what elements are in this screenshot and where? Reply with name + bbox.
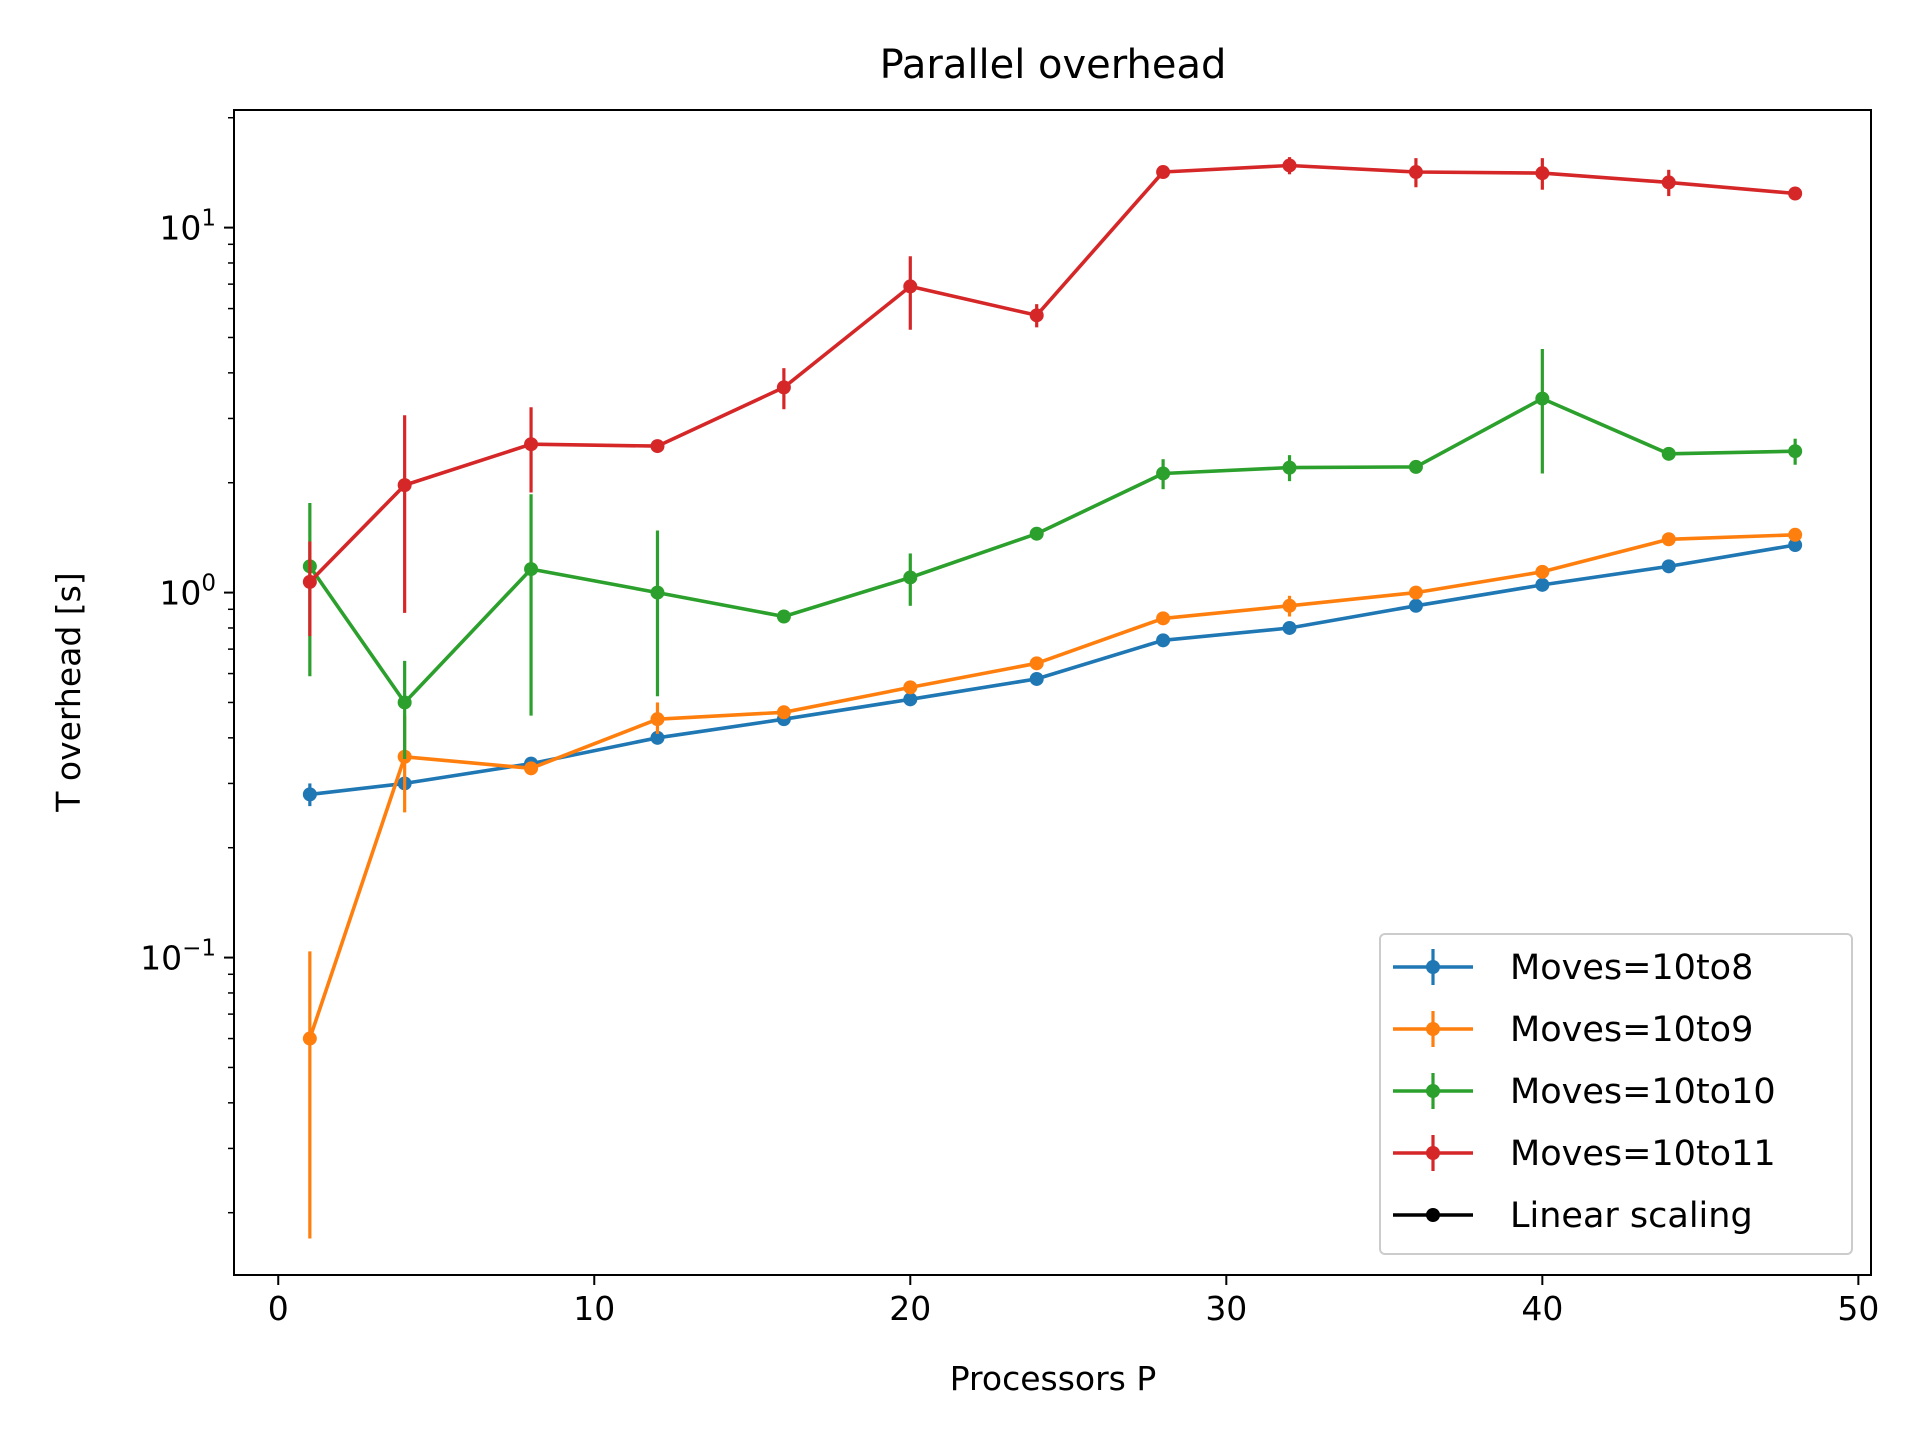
- data-point: [1156, 466, 1171, 481]
- legend-box: [1379, 933, 1853, 1255]
- data-point: [776, 705, 791, 720]
- data-point: [1408, 459, 1423, 474]
- legend-item: Moves=10to10: [1393, 1072, 1776, 1112]
- data-point: [302, 787, 317, 802]
- data-point: [1156, 633, 1171, 648]
- data-point: [650, 730, 665, 745]
- data-point: [1029, 656, 1044, 671]
- y-tick-label: 100: [159, 571, 216, 613]
- x-tick-label: 40: [1521, 1289, 1563, 1328]
- data-point: [1282, 460, 1297, 475]
- legend-marker: [1426, 960, 1440, 974]
- legend-marker: [1426, 1084, 1440, 1098]
- data-point: [397, 695, 412, 710]
- data-point: [1029, 308, 1044, 323]
- legend-marker: [1426, 1208, 1440, 1222]
- data-point: [1661, 446, 1676, 461]
- x-tick-label: 50: [1837, 1289, 1879, 1328]
- data-point: [1156, 611, 1171, 626]
- data-point: [397, 478, 412, 493]
- data-point: [1156, 165, 1171, 180]
- chart-title: Parallel overhead: [880, 42, 1227, 88]
- data-point: [1788, 186, 1803, 201]
- x-axis-label: Processors P: [950, 1359, 1157, 1398]
- data-point: [903, 279, 918, 294]
- data-point: [1408, 585, 1423, 600]
- data-point: [524, 437, 539, 452]
- data-point: [776, 380, 791, 395]
- data-point: [1408, 165, 1423, 180]
- legend-label: Moves=10to9: [1510, 1010, 1753, 1050]
- data-point: [302, 574, 317, 589]
- data-point: [1029, 671, 1044, 686]
- legend-item: Moves=10to11: [1393, 1134, 1776, 1174]
- legend-label: Moves=10to8: [1510, 948, 1753, 988]
- data-point: [650, 712, 665, 727]
- data-point: [903, 570, 918, 585]
- plot-area: [302, 157, 1803, 1239]
- data-point: [1535, 166, 1550, 181]
- data-point: [903, 680, 918, 695]
- data-point: [1535, 391, 1550, 406]
- data-point: [1408, 598, 1423, 613]
- legend-label: Linear scaling: [1510, 1196, 1753, 1236]
- data-point: [1535, 564, 1550, 579]
- data-point: [524, 562, 539, 577]
- data-point: [1282, 158, 1297, 173]
- data-point: [650, 585, 665, 600]
- data-point: [302, 1031, 317, 1046]
- legend-label: Moves=10to11: [1510, 1134, 1776, 1174]
- x-tick-label: 20: [889, 1289, 931, 1328]
- axes-frame: [233, 109, 1872, 1276]
- data-point: [1788, 538, 1803, 553]
- data-point: [1661, 175, 1676, 190]
- series-Moves=10to11: [302, 157, 1803, 637]
- data-point: [1282, 620, 1297, 635]
- data-point: [903, 692, 918, 707]
- data-point: [650, 439, 665, 454]
- legend-label: Moves=10to10: [1510, 1072, 1776, 1112]
- series-Moves=10to9: [302, 527, 1803, 1239]
- series-Moves=10to10: [302, 348, 1803, 760]
- y-tick-label: 101: [159, 206, 216, 248]
- legend-marker: [1426, 1022, 1440, 1036]
- y-axis-label: T overhead [s]: [49, 572, 88, 812]
- x-tick-label: 30: [1205, 1289, 1247, 1328]
- data-point: [1661, 559, 1676, 574]
- legend-item: Linear scaling: [1393, 1196, 1753, 1236]
- legend-marker: [1426, 1146, 1440, 1160]
- y-tick-label: 10−1: [140, 936, 216, 978]
- data-point: [1282, 598, 1297, 613]
- data-point: [1788, 527, 1803, 542]
- legend-item: Moves=10to9: [1393, 1010, 1753, 1050]
- data-point: [524, 761, 539, 776]
- data-point: [776, 609, 791, 624]
- x-tick-label: 10: [573, 1289, 615, 1328]
- data-point: [1661, 532, 1676, 547]
- data-point: [1788, 444, 1803, 459]
- axes: 0 10 20 30 40 50 10−1 100 101: [140, 116, 1879, 1328]
- x-tick-label: 0: [268, 1289, 289, 1328]
- legend-item: Moves=10to8: [1393, 948, 1753, 988]
- data-point: [1029, 526, 1044, 541]
- legend: Moves=10to8 Moves=10to9 Moves=10to10 Moves=…: [1379, 933, 1853, 1255]
- data-point: [1535, 577, 1550, 592]
